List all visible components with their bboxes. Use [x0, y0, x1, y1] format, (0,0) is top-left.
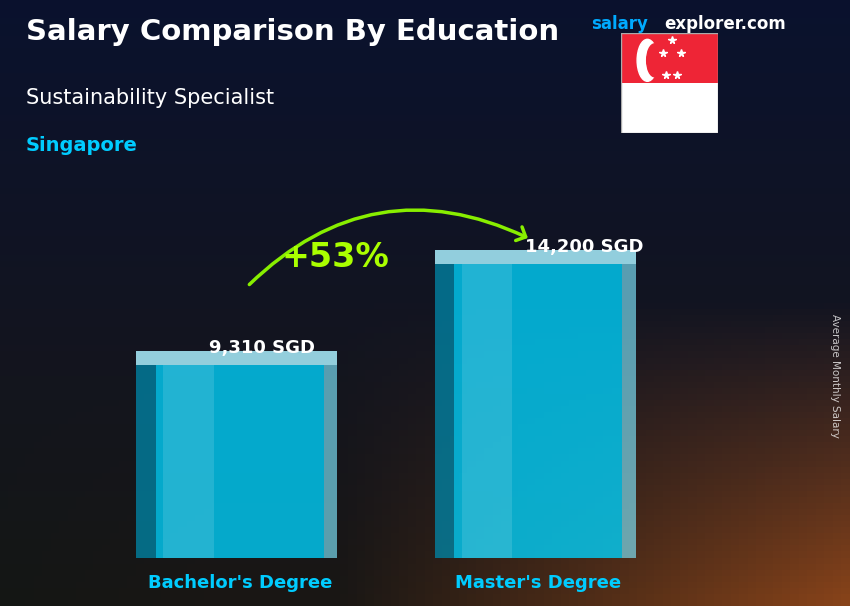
Bar — [620, 83, 718, 133]
Bar — [434, 264, 454, 558]
Text: salary: salary — [591, 15, 648, 33]
Bar — [163, 365, 213, 558]
Text: Sustainability Specialist: Sustainability Specialist — [26, 88, 274, 108]
Bar — [137, 351, 337, 365]
Text: explorer.com: explorer.com — [665, 15, 786, 33]
Bar — [156, 365, 324, 558]
Bar — [454, 264, 622, 558]
Text: Salary Comparison By Education: Salary Comparison By Education — [26, 18, 558, 46]
Bar — [620, 33, 718, 83]
Bar — [434, 250, 636, 264]
Text: Average Monthly Salary: Average Monthly Salary — [830, 314, 840, 438]
Bar — [137, 365, 156, 558]
Bar — [622, 264, 636, 558]
FancyArrowPatch shape — [249, 210, 525, 285]
Text: 9,310 SGD: 9,310 SGD — [209, 339, 315, 357]
Bar — [324, 365, 337, 558]
Text: +53%: +53% — [281, 241, 389, 274]
Circle shape — [647, 44, 663, 77]
Circle shape — [638, 39, 658, 81]
Text: Singapore: Singapore — [26, 136, 138, 155]
Bar — [462, 264, 512, 558]
Text: 14,200 SGD: 14,200 SGD — [524, 238, 643, 256]
